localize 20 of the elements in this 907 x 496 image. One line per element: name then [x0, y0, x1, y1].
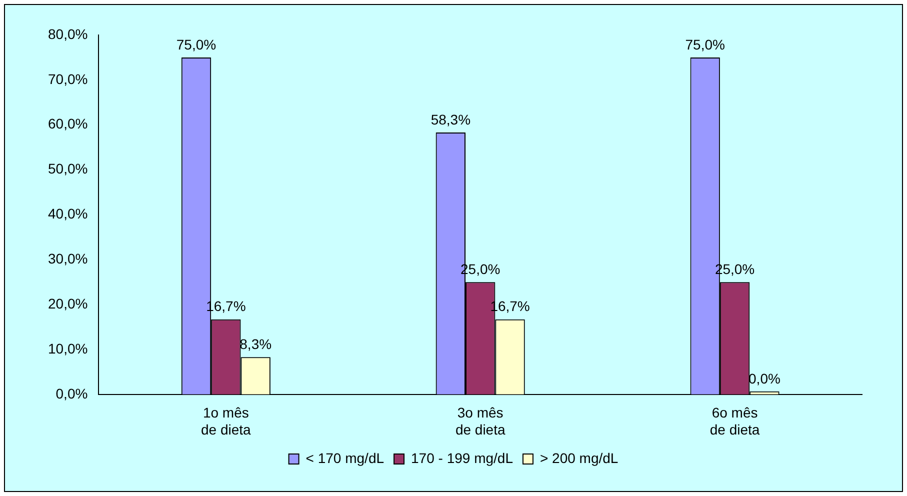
y-tick-label: 70,0%: [48, 70, 88, 87]
y-tick-label: 50,0%: [48, 160, 88, 177]
legend-label: > 200 mg/dL: [540, 450, 618, 466]
x-tick-label: 6o mês de dieta: [710, 404, 760, 438]
x-tick-label: 1o mês de dieta: [201, 404, 252, 438]
y-tick-label: 10,0%: [48, 340, 88, 356]
x-tick-label: 3o mês de dieta: [455, 404, 506, 438]
y-tick-label: 30,0%: [48, 250, 88, 266]
y-tick-label: 20,0%: [48, 295, 88, 312]
data-label: 8,3%: [240, 336, 272, 352]
data-label: 58,3%: [430, 111, 471, 128]
data-label: 0,0%: [748, 370, 780, 386]
legend-label: 170 - 199 mg/dL: [411, 450, 514, 466]
y-tick-label: 0,0%: [56, 385, 88, 402]
y-tick-label: 80,0%: [48, 26, 88, 42]
data-label: 75,0%: [176, 36, 216, 52]
legend-label: < 170 mg/dL: [306, 450, 384, 466]
data-label: 75,0%: [685, 36, 725, 52]
y-tick-label: 40,0%: [48, 206, 88, 222]
y-tick-label: 60,0%: [48, 116, 88, 132]
